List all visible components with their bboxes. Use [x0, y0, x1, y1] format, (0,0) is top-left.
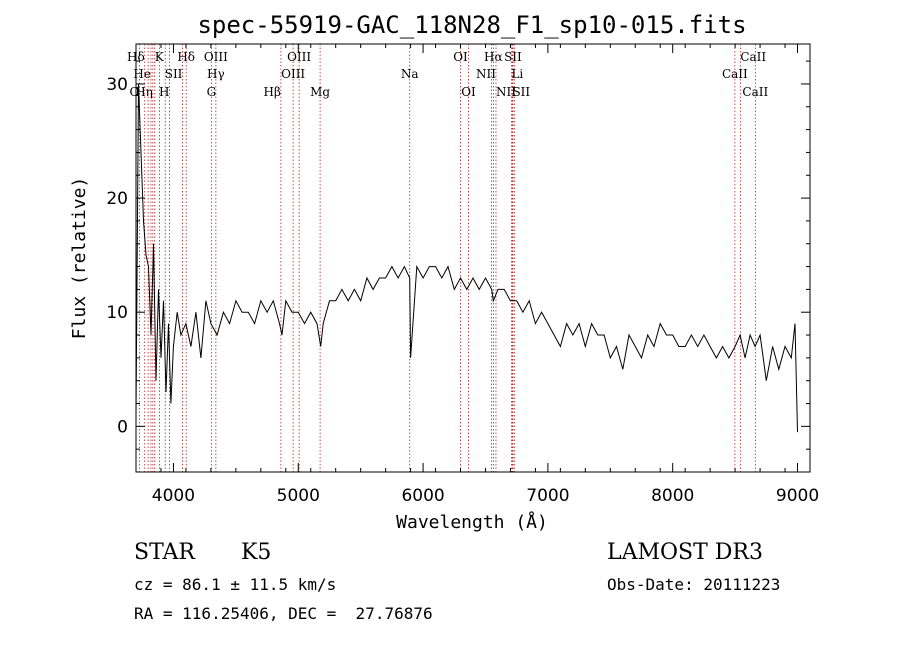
- marker-label: CaII: [740, 50, 766, 64]
- x-tick-label: 9000: [776, 486, 819, 506]
- marker-label: SII: [512, 85, 530, 99]
- marker-label: H: [159, 85, 169, 99]
- chart-title: spec-55919-GAC_118N28_F1_sp10-015.fits: [197, 11, 746, 39]
- marker-label: OIII: [204, 50, 228, 64]
- spectrum-line: [135, 83, 798, 433]
- x-ticks: 4000 5000 6000 7000 8000 9000: [135, 44, 819, 506]
- marker-label: CaII: [742, 85, 768, 99]
- y-tick-label: 0: [117, 417, 128, 437]
- marker-label: OIII: [281, 67, 305, 81]
- marker-label: Hβ: [264, 85, 281, 99]
- x-tick-label: 6000: [401, 486, 444, 506]
- marker-label: Hγ: [207, 67, 225, 81]
- object-class: STAR: [134, 540, 195, 565]
- y-tick-label: 20: [106, 189, 128, 209]
- marker-label: NII: [476, 67, 496, 81]
- marker-label: Hδ: [177, 50, 195, 64]
- redshift-cz: cz = 86.1 ± 11.5 km/s: [134, 575, 337, 594]
- coordinates: RA = 116.25406, DEC = 27.76876: [134, 604, 433, 623]
- object-subclass: K5: [241, 540, 272, 565]
- x-axis-label: Wavelength (Å): [396, 511, 548, 533]
- marker-label: SII: [165, 67, 183, 81]
- plot-frame: [135, 43, 811, 473]
- marker-label: OI: [453, 50, 468, 64]
- marker-label: OI: [461, 85, 476, 99]
- marker-label: Hη: [135, 85, 153, 99]
- marker-label: CaII: [722, 67, 748, 81]
- marker-label: SII: [504, 50, 522, 64]
- marker-label: O: [130, 85, 140, 99]
- x-tick-label: 4000: [152, 486, 195, 506]
- y-tick-label: 10: [106, 303, 128, 323]
- marker-label: Na: [401, 67, 419, 81]
- x-tick-label: 5000: [277, 486, 320, 506]
- marker-label: G: [207, 85, 217, 99]
- observation-date: Obs-Date: 20111223: [607, 575, 781, 594]
- marker-label: K: [155, 50, 165, 64]
- marker-label: NII: [496, 85, 516, 99]
- x-tick-label: 7000: [526, 486, 569, 506]
- marker-label: Mg: [310, 85, 330, 99]
- marker-label: OIII: [287, 50, 311, 64]
- survey-name: LAMOST DR3: [607, 540, 763, 565]
- y-tick-label: 30: [106, 75, 128, 95]
- y-axis-label: Flux (relative): [69, 177, 90, 340]
- y-ticks: 0 10 20 30: [106, 60, 810, 473]
- marker-lines: [138, 44, 756, 472]
- marker-label: Hα: [484, 50, 503, 64]
- marker-label: He: [133, 67, 151, 81]
- x-tick-label: 8000: [651, 486, 694, 506]
- marker-label: Li: [511, 67, 523, 81]
